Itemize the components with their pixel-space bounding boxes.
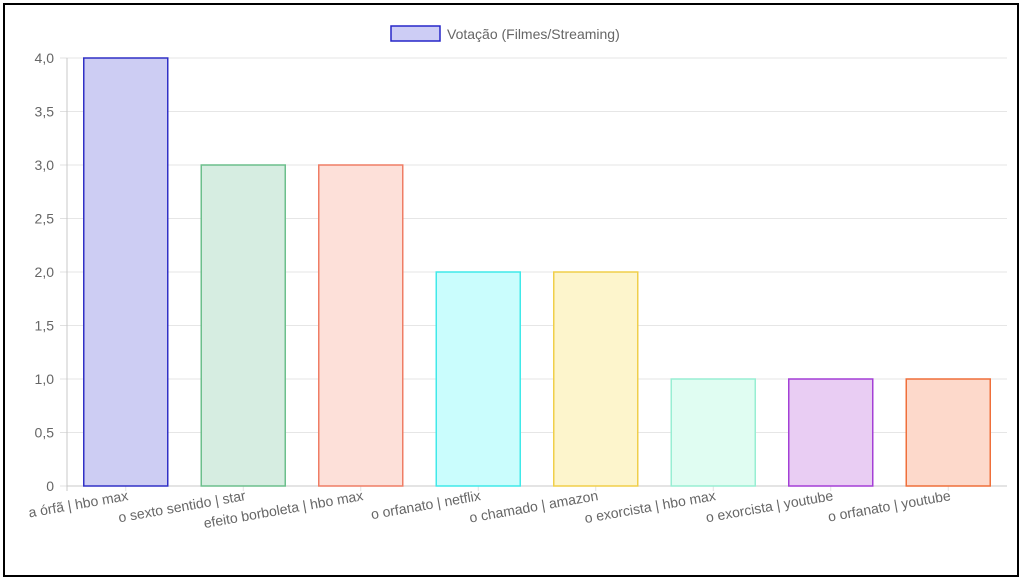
x-tick-label: o orfanato | youtube — [827, 487, 952, 524]
bar[interactable] — [200, 164, 286, 487]
y-tick-label: 3,0 — [35, 157, 55, 173]
legend-swatch[interactable] — [390, 25, 441, 42]
y-tick-label: 2,5 — [35, 211, 55, 227]
bar[interactable] — [905, 378, 991, 487]
legend-label[interactable]: Votação (Filmes/Streaming) — [447, 26, 620, 42]
bar[interactable] — [83, 57, 169, 487]
x-tick-label: o exorcista | youtube — [705, 487, 835, 525]
y-tick-label: 1,0 — [35, 371, 55, 387]
bar[interactable] — [553, 271, 639, 487]
y-tick-label: 2,0 — [35, 264, 55, 280]
bar[interactable] — [670, 378, 756, 487]
legend[interactable]: Votação (Filmes/Streaming) — [390, 25, 620, 42]
y-tick-label: 1,5 — [35, 318, 55, 334]
y-tick-label: 0,5 — [35, 425, 55, 441]
bar[interactable] — [318, 164, 404, 487]
x-tick-label: o chamado | amazon — [468, 487, 599, 525]
x-tick-label: o orfanato | netflix — [370, 487, 482, 522]
bars — [83, 57, 991, 487]
y-axis-tick-labels: 0 0,5 1,0 1,5 2,0 2,5 3,0 3,5 4,0 — [35, 50, 55, 494]
x-tick-label: o exorcista | hbo max — [583, 487, 717, 526]
bar[interactable] — [435, 271, 521, 487]
y-tick-label: 4,0 — [35, 50, 55, 66]
y-tick-label: 3,5 — [35, 104, 55, 120]
x-tick-label: a órfã | hbo max — [27, 487, 129, 520]
bar[interactable] — [788, 378, 874, 487]
y-tick-label: 0 — [46, 478, 54, 494]
